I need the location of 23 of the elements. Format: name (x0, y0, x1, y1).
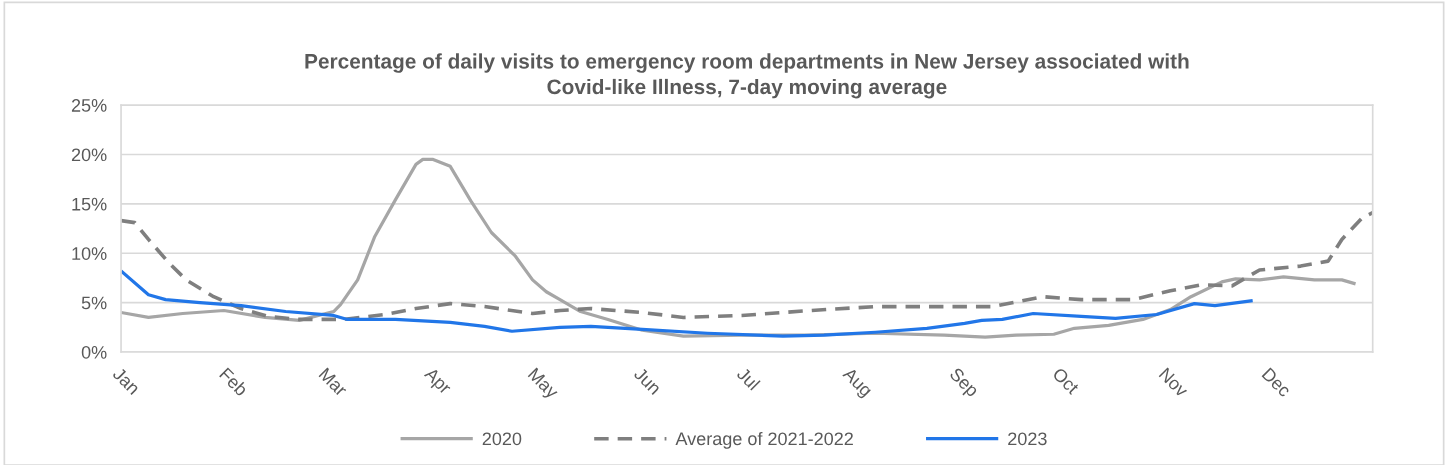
x-tick-label: Jan (111, 366, 141, 396)
y-tick-label: 25% (71, 99, 107, 112)
legend-label: 2023 (1008, 432, 1047, 446)
chart-title: Percentage of daily visits to emergency room departments in New Jersey associated with Covid-like Illness, 7-day moving average (305, 53, 1189, 99)
x-tick-label: Jun (633, 366, 662, 396)
x-tick-label: Mar (318, 367, 349, 398)
x-tick-label: Dec (1261, 367, 1292, 398)
legend-label: Average of 2021-2022 (675, 431, 853, 449)
y-tick-label: 10% (72, 247, 107, 260)
x-tick-label: Aug (839, 366, 873, 400)
x-tick-label: Apr (421, 366, 453, 398)
y-tick-label: 15% (72, 197, 107, 211)
y-tick-label: 0% (81, 345, 107, 359)
x-tick-label: Sep (946, 366, 980, 400)
y-tick-label: 5% (81, 296, 107, 310)
line-series (121, 269, 1255, 338)
legend-label: 2020 (482, 432, 522, 446)
line-series (121, 210, 1373, 322)
y-tick-label: 20% (71, 148, 107, 162)
x-tick-label: Nov (1158, 367, 1190, 398)
x-tick-label: Jul (735, 366, 761, 391)
x-tick-label: Oct (1051, 366, 1081, 396)
x-tick-label: Feb (219, 366, 249, 397)
